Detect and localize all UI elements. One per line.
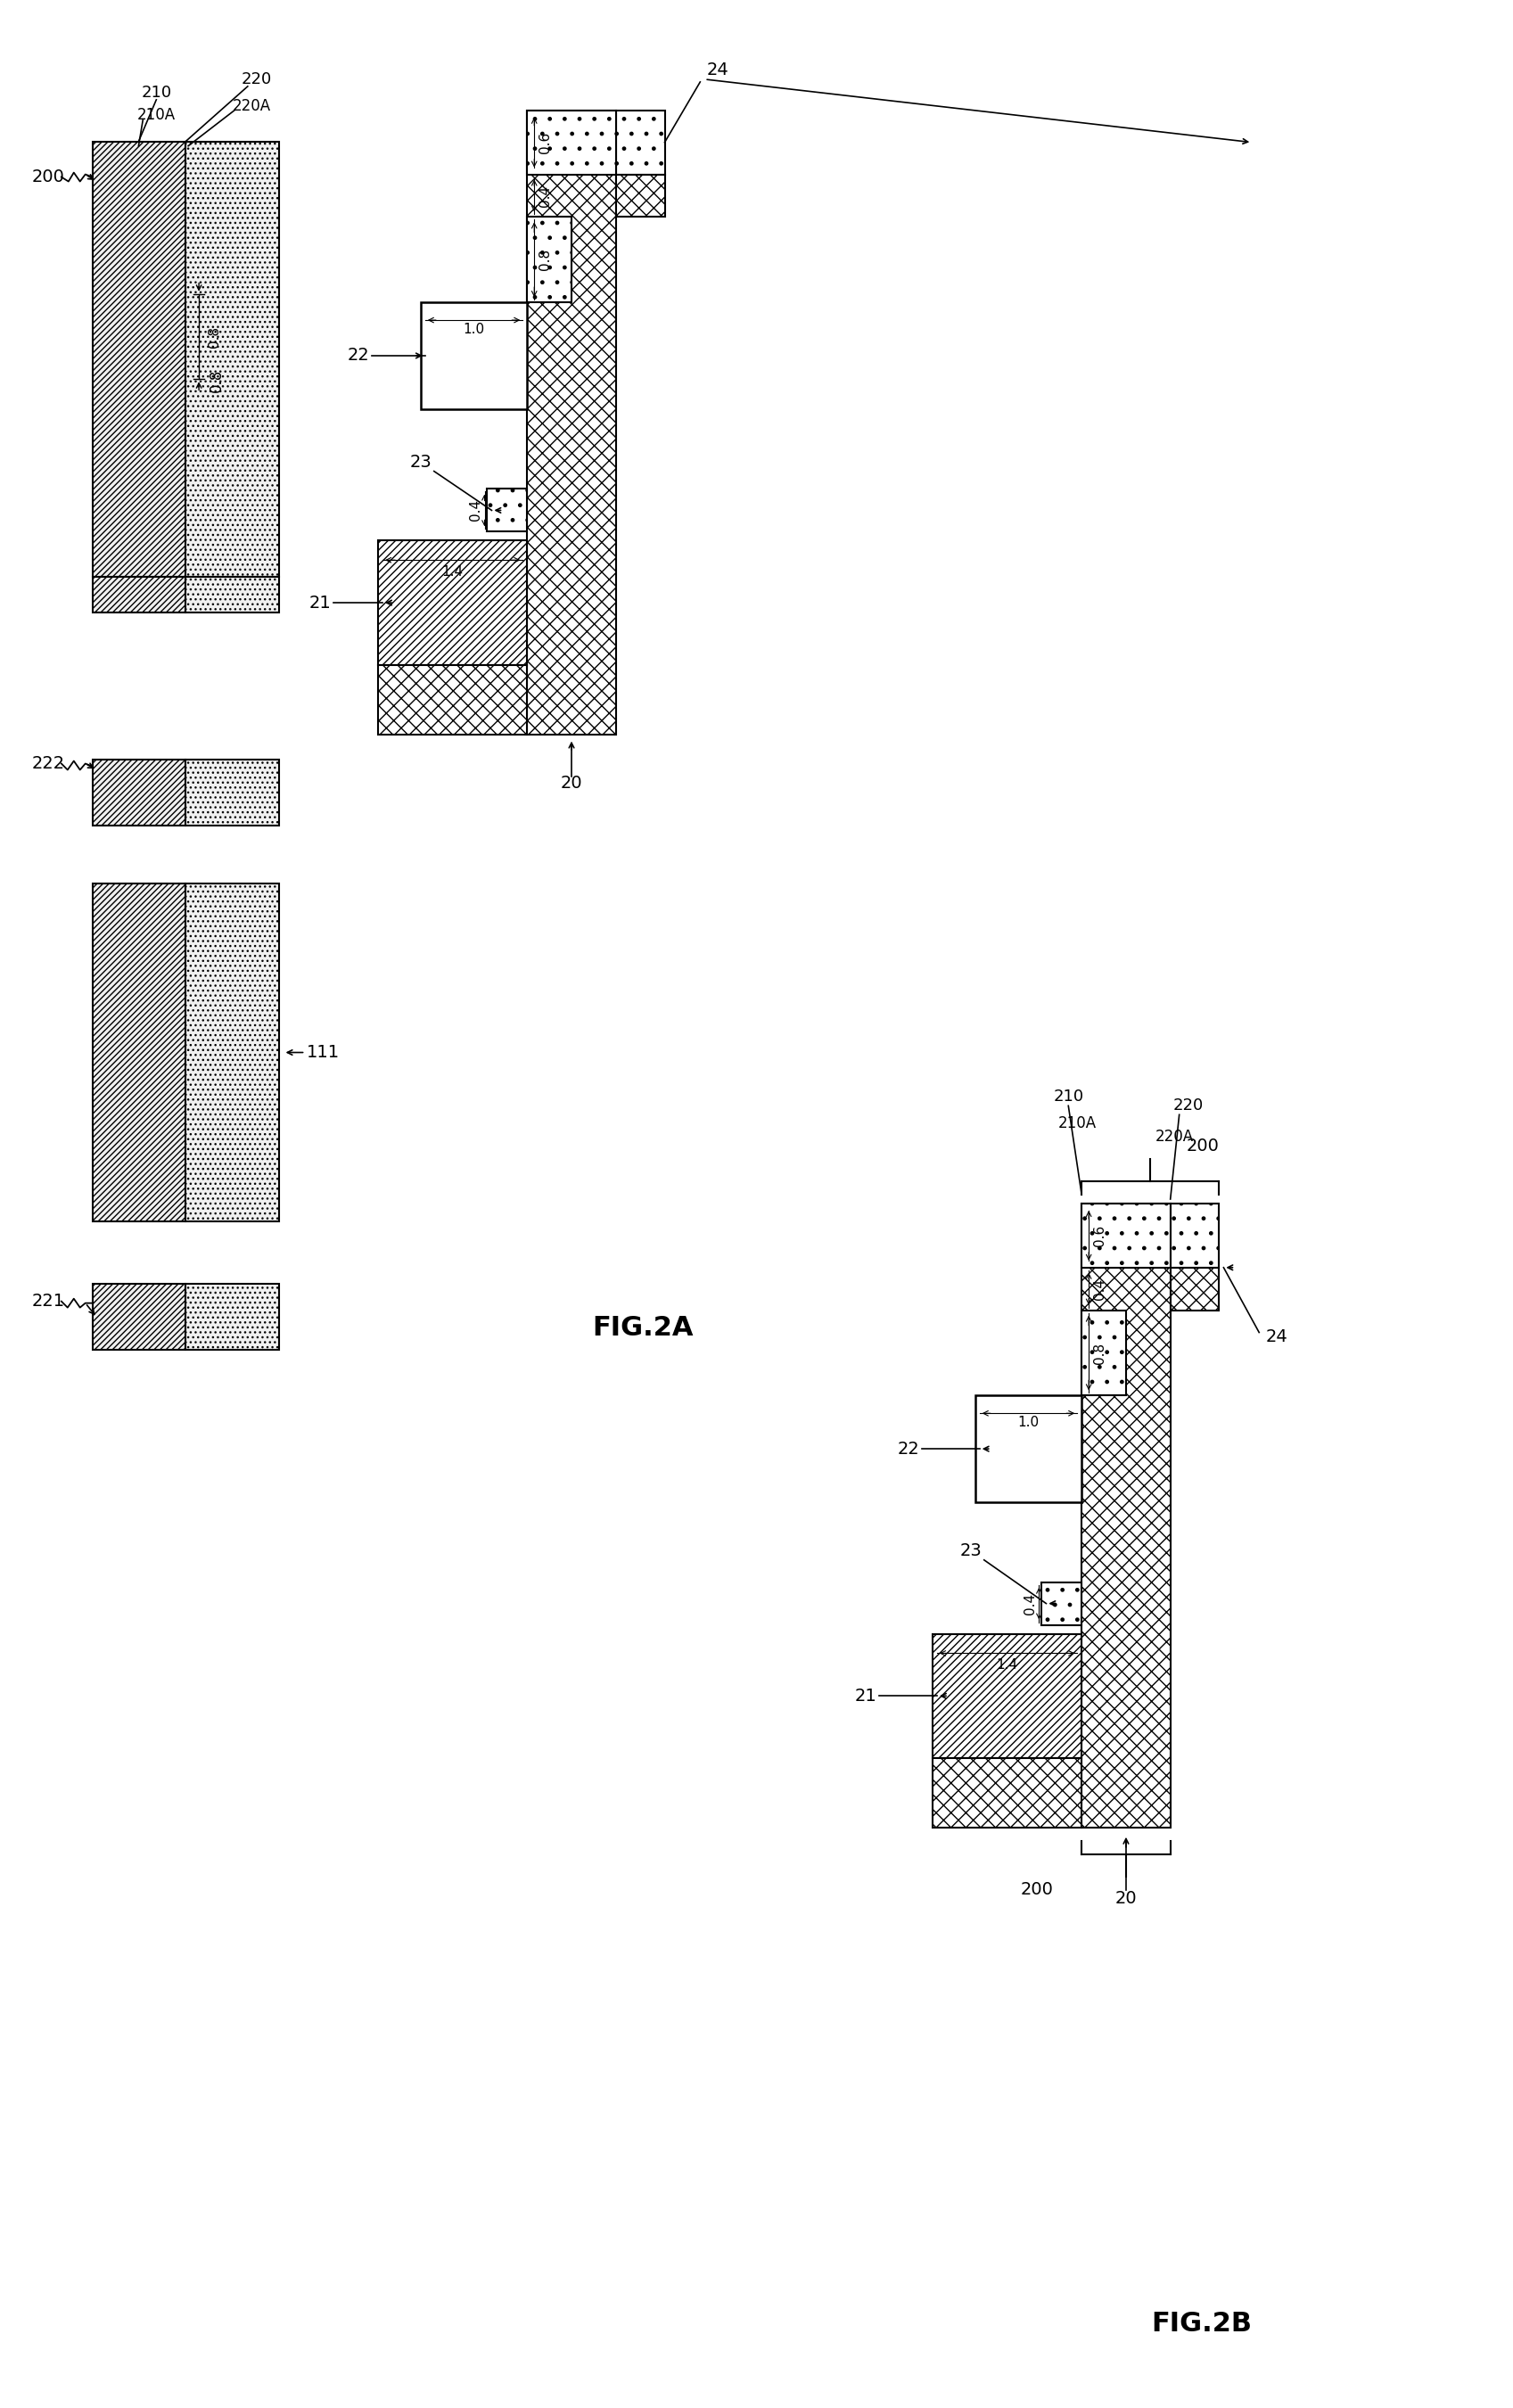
Text: 220: 220 [241, 72, 272, 87]
Text: 210: 210 [1053, 1088, 1083, 1105]
Text: FIG.2A: FIG.2A [592, 1315, 693, 1341]
Text: 1.4: 1.4 [997, 1659, 1018, 1671]
Text: 1.4: 1.4 [442, 566, 463, 578]
Bar [932, 1758, 1082, 1828]
Text: 0.8: 0.8 [209, 325, 221, 347]
Text: 20: 20 [1115, 1890, 1136, 1907]
Text: 22: 22 [897, 1440, 920, 1457]
Bar [92, 142, 186, 578]
Text: 0.4: 0.4 [539, 185, 552, 207]
Bar [186, 578, 278, 612]
Text: 0.4: 0.4 [1092, 1279, 1106, 1300]
Bar [527, 111, 616, 734]
Text: 0.6: 0.6 [1092, 1226, 1106, 1247]
Text: 200: 200 [32, 169, 65, 185]
Bar [186, 884, 278, 1221]
Bar [378, 539, 527, 665]
Text: 0.8: 0.8 [539, 248, 552, 270]
Bar [616, 173, 664, 217]
Text: 24: 24 [1266, 1329, 1288, 1346]
Bar [527, 217, 572, 303]
Bar [186, 759, 278, 826]
Bar [616, 111, 664, 173]
Text: 21: 21 [855, 1688, 878, 1705]
Text: 0.8: 0.8 [1092, 1341, 1106, 1363]
Bar [92, 884, 186, 1221]
Text: 200: 200 [1186, 1137, 1219, 1153]
Text: 1.0: 1.0 [463, 323, 484, 335]
Text: 220A: 220A [1156, 1129, 1194, 1144]
Bar [1171, 1204, 1219, 1267]
Text: 22: 22 [348, 347, 369, 364]
Text: 221: 221 [32, 1293, 65, 1310]
Text: 0.8: 0.8 [209, 368, 224, 393]
Text: 23: 23 [410, 453, 431, 472]
Bar [932, 1633, 1082, 1758]
Bar [186, 1283, 278, 1351]
Text: 111: 111 [307, 1045, 339, 1062]
Text: 20: 20 [560, 775, 583, 792]
Bar [1082, 1310, 1126, 1397]
Bar [378, 665, 527, 734]
Bar [976, 1397, 1082, 1503]
Bar [1042, 1582, 1082, 1625]
Text: 222: 222 [32, 756, 65, 773]
Text: 21: 21 [310, 595, 331, 612]
Bar [92, 759, 186, 826]
Text: 1.0: 1.0 [1018, 1416, 1039, 1428]
Text: 24: 24 [707, 63, 729, 79]
Text: 210A: 210A [1058, 1115, 1097, 1132]
Bar [1171, 1267, 1219, 1310]
Bar [421, 303, 527, 409]
Text: 23: 23 [959, 1544, 982, 1560]
Bar [92, 578, 186, 612]
Bar [527, 111, 616, 173]
Bar [186, 142, 278, 578]
Bar [92, 1283, 186, 1351]
Text: 210: 210 [141, 84, 171, 101]
Bar [1082, 1204, 1171, 1267]
Text: 220: 220 [1173, 1098, 1203, 1115]
Text: 210A: 210A [138, 106, 176, 123]
Text: 0.4: 0.4 [469, 498, 483, 520]
Text: 0.4: 0.4 [1023, 1592, 1036, 1613]
Bar [487, 489, 527, 532]
Text: FIG.2B: FIG.2B [1151, 2312, 1251, 2336]
Bar [1082, 1204, 1171, 1828]
Text: 0.6: 0.6 [539, 132, 552, 154]
Text: 220A: 220A [233, 99, 271, 113]
Text: 200: 200 [1021, 1881, 1053, 1898]
